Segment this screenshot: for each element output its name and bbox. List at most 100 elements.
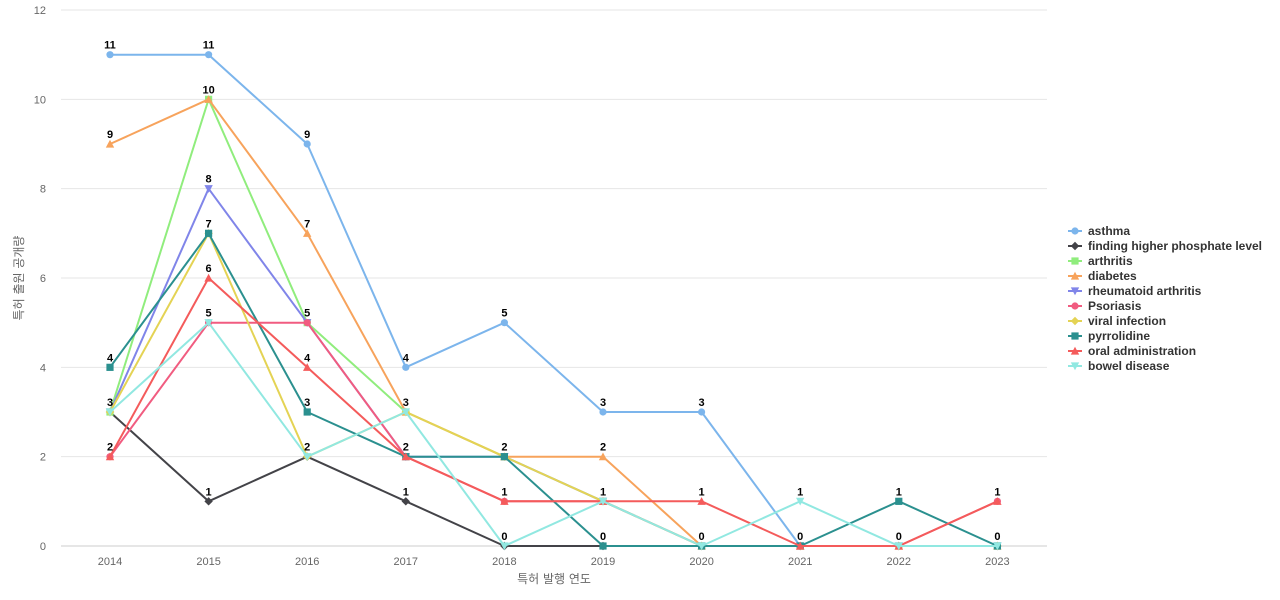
series-lines [105,51,1002,551]
data-point[interactable] [204,95,213,103]
legend-item-viral-infection[interactable]: viral infection [1068,314,1166,328]
legend-item-finding-higher-phosphate-level[interactable]: finding higher phosphate level [1068,239,1262,253]
series-line[interactable] [109,232,999,547]
legend-marker[interactable] [1070,362,1080,371]
data-point[interactable] [303,140,311,148]
data-point[interactable] [500,319,508,327]
data-point[interactable] [303,408,311,416]
data-label: 4 [304,352,311,364]
y-tick-label: 8 [40,184,46,196]
data-point[interactable] [500,497,509,505]
legend-marker[interactable] [1071,332,1079,340]
data-point[interactable] [303,453,312,461]
data-point[interactable] [402,363,410,371]
legend-marker[interactable] [1070,241,1080,251]
legend-marker[interactable] [1070,271,1080,280]
data-point[interactable] [796,541,805,550]
data-label: 5 [501,308,507,320]
data-point[interactable] [303,229,312,237]
legend-item-rheumatoid-arthritis[interactable]: rheumatoid arthritis [1068,284,1202,298]
data-point[interactable] [205,229,213,237]
data-label: 6 [206,263,212,275]
data-point[interactable] [698,408,706,416]
data-point[interactable] [204,273,213,282]
legend-label: diabetes [1088,269,1137,283]
data-point[interactable] [500,542,509,551]
x-tick-label: 2014 [98,556,122,568]
y-axis-title: 특허 출원 공개량 [12,236,26,321]
data-point[interactable] [105,408,115,417]
legend-item-psoriasis[interactable]: Psoriasis [1068,299,1142,313]
data-point[interactable] [796,497,805,506]
series-oral-administration[interactable] [105,273,1002,550]
series-bowel-disease[interactable] [105,319,1002,551]
data-label: 1 [206,486,212,498]
data-point[interactable] [303,363,312,371]
data-label: 5 [304,308,310,320]
legend-marker[interactable] [1070,287,1080,296]
legend-item-diabetes[interactable]: diabetes [1068,269,1137,283]
data-label: 10 [202,84,214,96]
legend-label: finding higher phosphate level [1088,239,1262,253]
data-point[interactable] [205,51,213,59]
x-tick-label: 2023 [985,556,1009,568]
series-line[interactable] [109,277,999,547]
legend-item-asthma[interactable]: asthma [1068,224,1130,238]
data-label: 8 [206,174,212,186]
data-point[interactable] [697,542,706,551]
data-label: 7 [304,218,310,230]
legend-item-pyrrolidine[interactable]: pyrrolidine [1068,329,1150,343]
data-point[interactable] [204,319,213,327]
data-point[interactable] [204,185,213,193]
legend-label: viral infection [1088,314,1166,328]
data-label: 0 [896,531,902,543]
legend-marker[interactable] [1071,302,1079,310]
legend-item-oral-administration[interactable]: oral administration [1068,344,1196,358]
legend-item-bowel-disease[interactable]: bowel disease [1068,359,1170,373]
data-point[interactable] [599,542,607,550]
series-asthma[interactable] [106,51,1002,550]
data-point[interactable] [105,452,115,461]
legend-item-arthritis[interactable]: arthritis [1068,254,1133,268]
data-point[interactable] [598,497,608,506]
data-label: 0 [501,531,507,543]
data-point[interactable] [598,452,608,461]
legend-marker[interactable] [1071,227,1079,235]
y-tick-label: 6 [40,273,46,285]
data-label: 2 [107,442,113,454]
series-line[interactable] [109,53,999,547]
data-point[interactable] [401,408,410,417]
legend-marker[interactable] [1071,257,1079,265]
data-point[interactable] [106,51,114,59]
x-tick-label: 2015 [196,556,220,568]
legend-marker[interactable] [1070,346,1080,355]
series-line[interactable] [109,232,999,547]
data-point[interactable] [106,363,114,371]
series-line[interactable] [109,321,999,547]
data-point[interactable] [993,497,1002,505]
data-point[interactable] [697,497,706,505]
x-tick-label: 2019 [591,556,615,568]
data-point[interactable] [894,542,903,551]
series-line[interactable] [109,321,999,547]
data-point[interactable] [401,497,410,506]
data-point[interactable] [993,542,1002,551]
data-label: 3 [403,397,409,409]
data-point[interactable] [401,452,410,461]
data-label: 1 [797,486,803,498]
legend-marker[interactable] [1070,316,1080,326]
data-label: 1 [403,486,409,498]
data-point[interactable] [599,408,607,416]
data-point[interactable] [303,319,311,327]
data-label: 2 [304,442,310,454]
data-label: 0 [994,531,1000,543]
data-point[interactable] [204,497,213,506]
legend-label: rheumatoid arthritis [1088,284,1202,298]
data-label: 3 [600,397,606,409]
x-tick-label: 2017 [394,556,418,568]
data-point[interactable] [105,139,115,148]
legend-label: arthritis [1088,254,1133,268]
data-point[interactable] [500,453,508,461]
data-point[interactable] [895,497,903,505]
